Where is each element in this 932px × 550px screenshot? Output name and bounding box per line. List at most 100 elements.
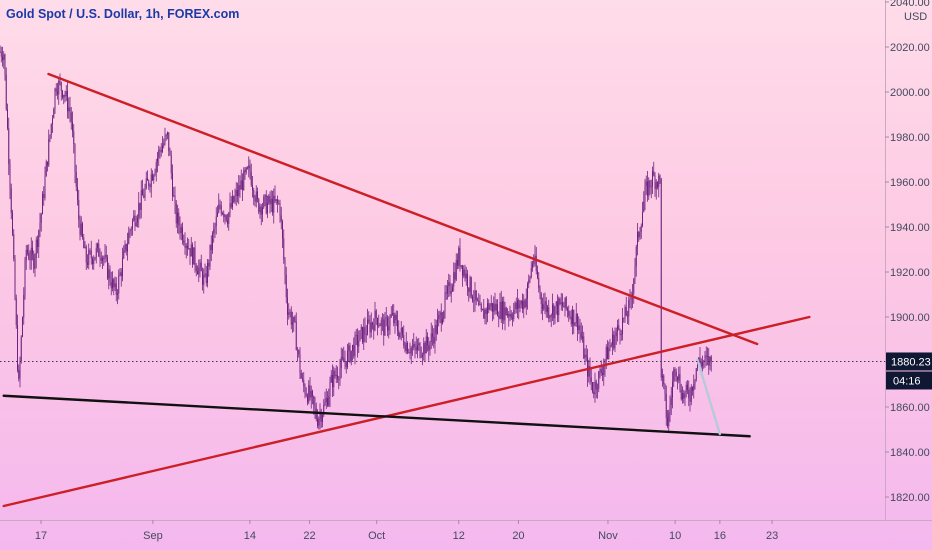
candle-body xyxy=(137,217,138,223)
candle-body xyxy=(299,354,301,373)
candle-body xyxy=(569,316,571,317)
candle-body xyxy=(504,307,506,321)
candle-body xyxy=(138,202,140,218)
candle-body xyxy=(557,301,558,316)
candle-body xyxy=(214,226,216,229)
candle-body xyxy=(297,350,298,352)
candle-body xyxy=(175,203,177,224)
candle-body xyxy=(147,178,148,181)
candle-body xyxy=(605,346,607,361)
candle-body xyxy=(34,257,36,270)
candle-body xyxy=(403,334,405,346)
candle-body xyxy=(675,372,677,377)
candle-body xyxy=(355,335,357,336)
price-tick-label: 1900.00 xyxy=(890,312,930,324)
time-tick-label: 23 xyxy=(766,530,778,542)
candle-body xyxy=(549,316,551,319)
symbol-title: Gold Spot / U.S. Dollar, 1h, FOREX.com xyxy=(6,7,240,21)
time-axis[interactable]: 17 Sep 14 22 Oct 12 20 Nov 10 16 23 xyxy=(0,520,932,542)
candle-body xyxy=(662,375,663,378)
candle-body xyxy=(305,394,307,396)
candle-body xyxy=(50,124,52,135)
candle-body xyxy=(135,222,137,226)
candle-body xyxy=(99,256,101,258)
candle-body xyxy=(18,369,20,379)
candle-body xyxy=(527,284,528,299)
candle-body xyxy=(310,390,312,398)
candle-body xyxy=(622,317,623,334)
candle-body xyxy=(594,381,596,395)
candle-body xyxy=(588,365,590,377)
candle-body xyxy=(85,246,87,263)
candle-body xyxy=(665,394,667,418)
candle-body xyxy=(567,308,568,311)
candle-body xyxy=(173,195,175,197)
candle-body xyxy=(627,315,628,317)
candle-body xyxy=(644,186,646,202)
candle-body xyxy=(98,243,100,257)
candle-body xyxy=(608,348,610,360)
candle-body xyxy=(65,91,67,97)
candle-body xyxy=(570,316,572,325)
candle-body xyxy=(5,74,7,110)
candle-body xyxy=(350,350,352,362)
candle-body xyxy=(67,91,68,112)
candle-body xyxy=(304,386,306,395)
candle-body xyxy=(604,360,606,367)
candle-body xyxy=(400,327,402,333)
candle-body xyxy=(663,375,665,384)
candle-body xyxy=(512,317,513,319)
candle-body xyxy=(184,243,186,248)
candle-body xyxy=(260,206,262,215)
candle-body xyxy=(265,194,267,214)
candle-body xyxy=(84,246,86,249)
candle-body xyxy=(595,381,597,390)
candle-body xyxy=(625,306,627,316)
candle-body xyxy=(522,300,523,310)
candle-body xyxy=(677,376,678,381)
candle-body xyxy=(603,366,605,375)
candle-body xyxy=(467,273,468,288)
candle-body xyxy=(584,354,586,359)
candle-body xyxy=(152,174,153,181)
candle-body xyxy=(195,265,197,271)
candle-body xyxy=(118,275,120,294)
candle-body xyxy=(124,244,126,251)
candle-body xyxy=(645,181,647,187)
candle-body xyxy=(498,316,500,319)
candle-body xyxy=(199,262,201,268)
candle-body xyxy=(168,132,170,152)
candle-body xyxy=(240,180,242,190)
time-tick-label: 10 xyxy=(669,530,681,542)
candle-body xyxy=(427,336,428,346)
candle-body xyxy=(107,257,108,279)
candle-body xyxy=(217,212,218,217)
candle-body xyxy=(10,188,12,214)
candle-body xyxy=(357,335,358,347)
candle-body xyxy=(223,213,225,217)
time-tick-label: Sep xyxy=(143,530,163,542)
candle-body xyxy=(457,259,458,266)
candle-body xyxy=(688,389,690,399)
candle-body xyxy=(309,385,311,398)
candle-body xyxy=(177,212,178,224)
candle-body xyxy=(372,322,373,325)
candle-body xyxy=(180,227,182,234)
candle-body xyxy=(447,286,448,294)
candle-body xyxy=(159,149,161,151)
candle-body xyxy=(623,317,625,319)
candle-body xyxy=(149,186,151,188)
candle-body xyxy=(479,304,481,306)
candle-body xyxy=(409,352,411,354)
candle-body xyxy=(380,320,382,327)
candle-body xyxy=(418,343,420,346)
candle-body xyxy=(287,297,288,315)
candle-body xyxy=(575,313,577,324)
candle-body xyxy=(144,187,146,198)
candle-body xyxy=(103,258,105,259)
candle-body xyxy=(554,306,556,319)
price-axis[interactable]: 1820.001840.001860.001880.001900.001920.… xyxy=(885,0,930,520)
price-tick-label: 2040.00 xyxy=(890,0,930,9)
candle-body xyxy=(682,393,683,400)
